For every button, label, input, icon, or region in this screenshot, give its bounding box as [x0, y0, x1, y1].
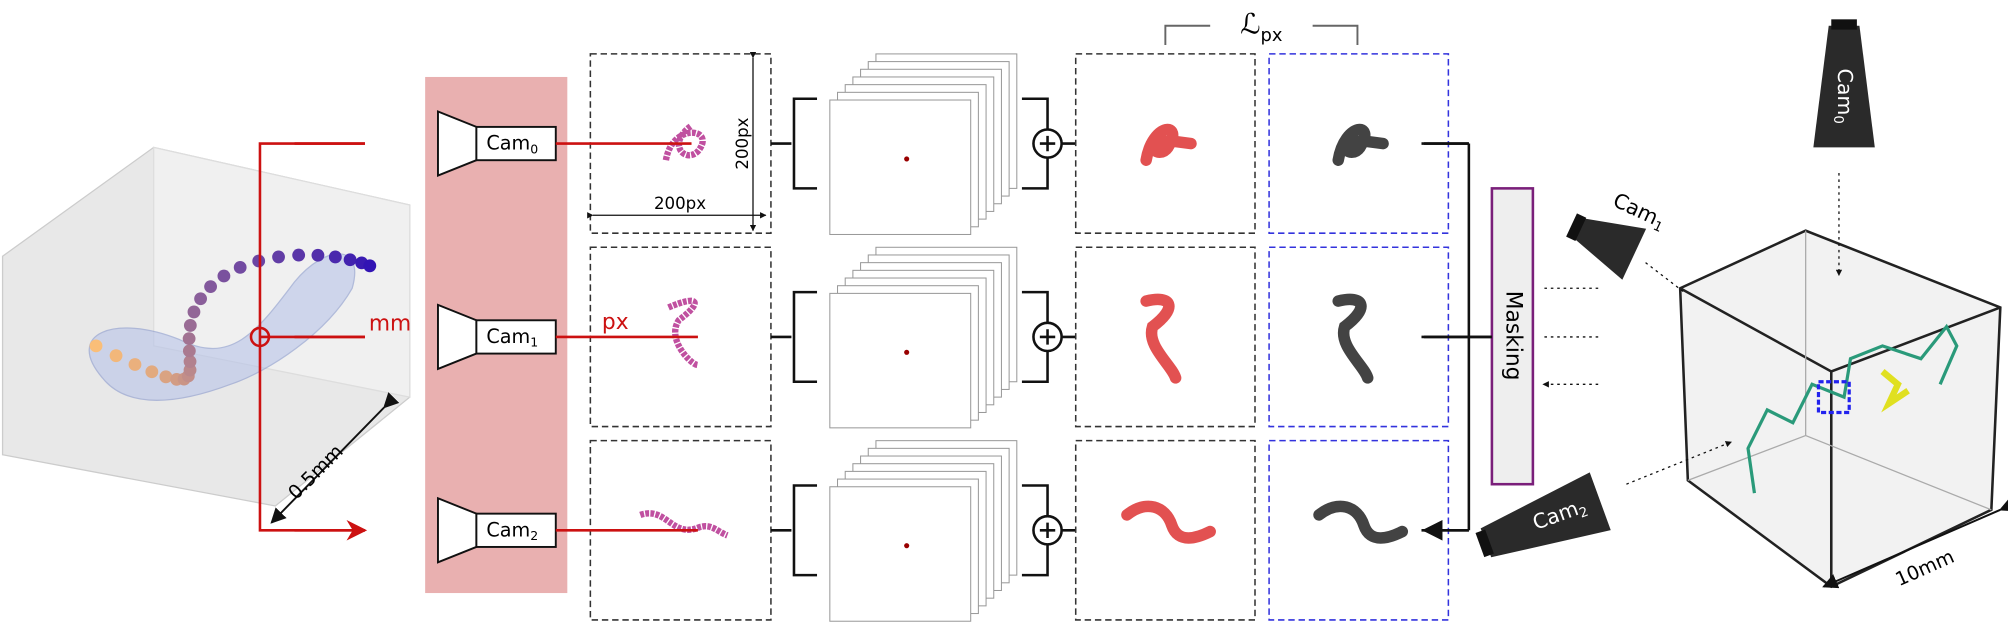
mask-arrows	[1424, 142, 1492, 531]
image-worm	[1313, 500, 1409, 544]
camera-label: Cam2	[486, 518, 538, 543]
worm-point	[233, 261, 247, 274]
image-worm	[1332, 293, 1374, 384]
camera-lens	[1831, 19, 1857, 30]
camera-body	[1571, 217, 1647, 280]
camera-name: Cam	[486, 518, 530, 541]
camera-box	[475, 512, 557, 548]
camera-sub: 2	[530, 528, 538, 543]
split-bracket	[770, 290, 818, 384]
worm-point	[183, 319, 197, 332]
camera-sub: 0	[1830, 115, 1845, 123]
worm-point	[182, 332, 196, 346]
camera-sub: 1	[530, 334, 538, 349]
masking-label: Masking	[1500, 291, 1525, 381]
height-label: 200px	[733, 117, 752, 169]
render-worm	[1140, 293, 1182, 384]
tank-camera	[1813, 19, 1875, 148]
render-worm	[1140, 123, 1197, 166]
camera-label: Cam1	[486, 324, 538, 349]
camera-label: Cam0	[1830, 69, 1857, 124]
worm-point	[328, 250, 342, 264]
view-ray	[1645, 262, 1685, 293]
width-label: 200px	[654, 194, 706, 213]
camera-label: Cam0	[486, 131, 538, 156]
render-arrows	[1543, 287, 1599, 384]
render-layer	[829, 99, 972, 235]
render-layer	[829, 486, 972, 622]
worm-point	[128, 358, 142, 371]
projected-worm	[639, 510, 729, 539]
masking-box	[1490, 187, 1535, 486]
tank-camera	[1475, 472, 1611, 558]
render-dot	[904, 349, 910, 355]
split-bracket	[770, 97, 818, 190]
projected-worm	[667, 297, 699, 369]
worm-point	[109, 349, 123, 363]
camera-lens	[1566, 213, 1587, 241]
worm-point	[204, 280, 217, 294]
scale-arrow	[270, 392, 400, 524]
image-panel	[1268, 246, 1450, 428]
split-bracket	[770, 484, 818, 577]
camera-name: Cam	[486, 131, 530, 154]
render-dot	[904, 543, 910, 549]
worm-point	[272, 250, 285, 264]
camera-lens	[1475, 529, 1494, 558]
height-text: 200px	[733, 117, 752, 169]
camera-box	[475, 125, 557, 162]
render-panel	[1074, 246, 1256, 428]
loss-symbol: ℒ	[1240, 7, 1260, 40]
tank-cube	[1678, 229, 2002, 589]
camera-box	[475, 319, 557, 355]
sim-box	[1, 146, 411, 507]
camera-body	[1480, 472, 1611, 558]
sum-plus	[1039, 522, 1056, 538]
sum-plus	[1039, 135, 1056, 152]
render-layer	[829, 292, 972, 429]
camera-name: Cam	[1833, 69, 1857, 116]
worm-point	[292, 248, 306, 262]
loss-label: ℒpx	[1240, 7, 1283, 46]
image-worm	[1332, 123, 1389, 166]
worm-point	[217, 269, 231, 283]
render-worm	[1121, 500, 1216, 544]
mm-label: mm	[369, 312, 411, 337]
worm-point	[145, 365, 159, 379]
px-label: px	[602, 310, 629, 335]
worm-point	[343, 253, 357, 267]
projection-arrows	[294, 142, 365, 531]
cube-scale-arrow	[1822, 497, 2008, 589]
worm-point	[159, 370, 173, 384]
tank-camera	[1566, 213, 1647, 280]
worm-points	[89, 248, 377, 386]
camera-name: Cam	[486, 324, 530, 347]
loss-bracket	[1164, 24, 1359, 45]
sum-plus	[1039, 329, 1056, 345]
worm-point	[187, 305, 201, 319]
worm-point	[363, 259, 377, 273]
worm-point	[194, 292, 207, 306]
render-dot	[904, 156, 910, 162]
camera-body	[1813, 25, 1875, 148]
camera-sub: 0	[530, 141, 538, 156]
loss-sub: px	[1261, 25, 1283, 46]
worm-point	[311, 248, 325, 262]
worm-point	[182, 344, 196, 358]
worm-point	[89, 339, 103, 353]
render-panel	[1074, 439, 1256, 621]
worm-point	[183, 355, 197, 368]
